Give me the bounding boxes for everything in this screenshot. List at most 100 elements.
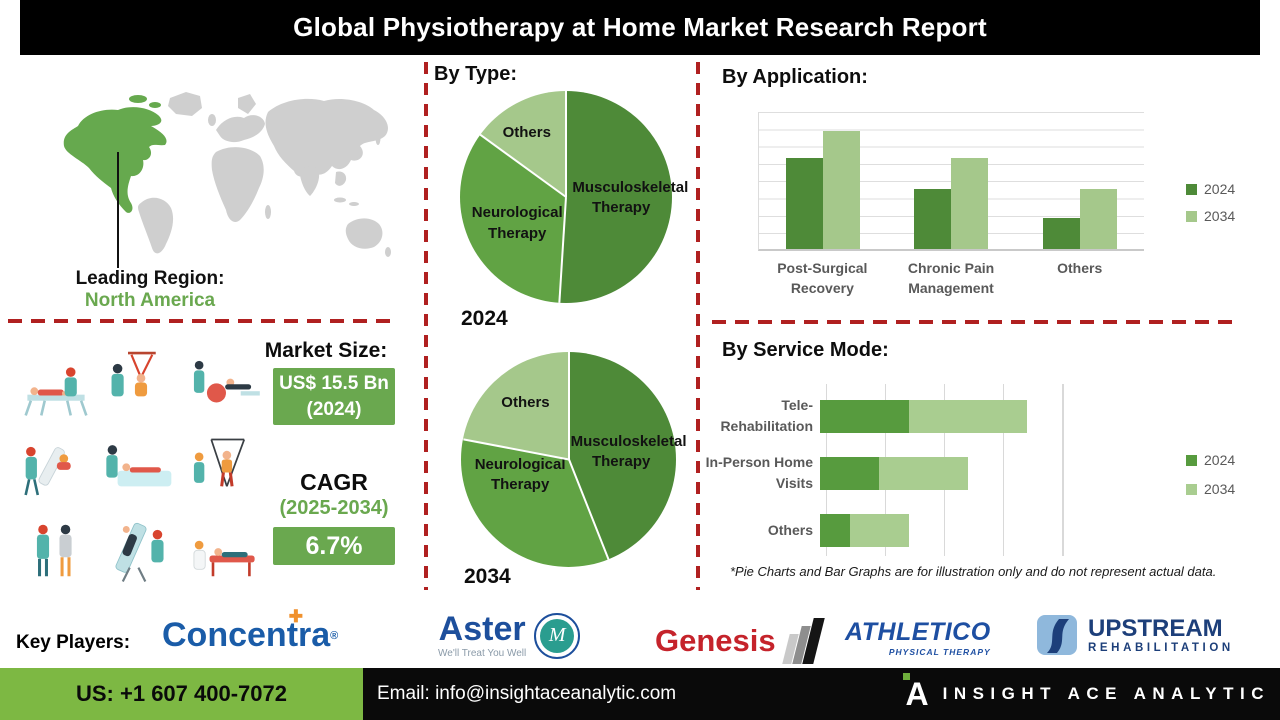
pie-chart-2024: Musculoskeletal Therapy Neurological The… xyxy=(460,91,689,303)
pie-slice-divider xyxy=(567,459,610,560)
logo-aster: Aster We'll Treat You Well M xyxy=(438,610,581,659)
service-mode-bar-chart: Tele-Rehabilitation In-Person Home Visits… xyxy=(700,384,1170,561)
pie1-label-neurological: Neurological Therapy xyxy=(471,204,563,242)
footer-phone-block: US: +1 607 400-7072 xyxy=(0,668,363,720)
application-category-labels: Post-Surgical Recovery Chronic Pain Manag… xyxy=(758,258,1144,299)
logo-concentra: Concen t ✚ ra ® xyxy=(162,607,339,655)
bar-2024 xyxy=(786,158,824,249)
bar-2024 xyxy=(914,189,952,249)
upstream-sub: REHABILITATION xyxy=(1088,642,1234,655)
legend-label-2024: 2024 xyxy=(1204,181,1236,197)
athletico-name: ATHLETICO xyxy=(845,618,991,646)
pie2-label-neurological: Neurological Therapy xyxy=(474,456,566,494)
by-service-mode-heading: By Service Mode: xyxy=(722,339,889,361)
aster-monogram: M xyxy=(540,618,575,653)
cagr-value-box: 6.7% xyxy=(273,527,395,565)
bar-2034 xyxy=(951,158,989,249)
segment-2034 xyxy=(879,456,968,490)
cagr-period: (2025-2034) xyxy=(279,497,389,519)
market-size-year: (2024) xyxy=(306,398,362,420)
aster-badge-icon: M xyxy=(534,612,581,659)
pie-chart-2034: Musculoskeletal Therapy Neurological The… xyxy=(461,352,687,567)
pie1-year-label: 2024 xyxy=(461,307,508,330)
legend-label-svc-2024: 2024 xyxy=(1204,452,1236,468)
service-legend-2024: 2024 xyxy=(1186,452,1235,468)
map-pointer-line xyxy=(117,152,119,268)
dashed-divider-vertical-left xyxy=(424,62,428,590)
illustration-leg-stretch xyxy=(16,429,97,508)
bar-2024 xyxy=(1042,218,1080,249)
legend-swatch-svc-2024 xyxy=(1186,454,1197,466)
service-mode-category-label: In-Person Home Visits xyxy=(705,454,813,491)
concentra-text-1: Concen xyxy=(162,616,287,654)
legend-label-2034: 2034 xyxy=(1204,208,1236,224)
illustration-suspension-straps xyxy=(101,346,182,425)
application-bar-group xyxy=(1016,112,1144,249)
service-mode-stacked-bar xyxy=(820,513,909,547)
pie2-label-musculoskeletal: Musculoskeletal Therapy xyxy=(570,432,687,470)
service-mode-row: Others xyxy=(700,504,1170,556)
genesis-bars-icon xyxy=(781,618,825,664)
market-size-value: US$ 15.5 Bn xyxy=(279,372,389,394)
application-bar-group xyxy=(887,112,1015,249)
legend-swatch-2034 xyxy=(1186,210,1197,222)
upstream-name: UPSTREAM xyxy=(1088,614,1223,642)
world-map-svg xyxy=(63,92,391,257)
concentra-t: t ✚ xyxy=(286,607,303,654)
illustration-recliner-rest xyxy=(185,513,266,592)
application-legend-2024: 2024 xyxy=(1186,181,1235,197)
aster-tagline: We'll Treat You Well xyxy=(438,648,527,659)
service-mode-row: In-Person Home Visits xyxy=(700,447,1170,499)
segment-2024 xyxy=(820,399,909,433)
pie1-label-others: Others xyxy=(502,123,551,141)
application-category-label: Post-Surgical Recovery xyxy=(777,260,868,297)
service-mode-rows: Tele-Rehabilitation In-Person Home Visits… xyxy=(700,390,1170,556)
service-mode-category-label: Others xyxy=(767,521,813,538)
pie2-year-label: 2034 xyxy=(464,565,511,588)
segment-2024 xyxy=(820,513,850,547)
application-category-label: Others xyxy=(1057,260,1103,276)
brand-name: INSIGHT ACE ANALYTIC xyxy=(942,684,1270,703)
leading-region-value: North America xyxy=(84,290,216,311)
illustration-standing-assessment xyxy=(16,513,97,592)
aster-name: Aster xyxy=(438,610,526,648)
service-mode-category-label: Tele-Rehabilitation xyxy=(720,397,813,434)
cagr-value: 6.7% xyxy=(305,531,363,560)
concentra-plus-icon: ✚ xyxy=(288,607,303,626)
pie1-label-musculoskeletal: Musculoskeletal Therapy xyxy=(572,178,689,217)
bar-2034 xyxy=(823,130,861,249)
bar-2034 xyxy=(1079,189,1117,249)
athletico-sub: PHYSICAL THERAPY xyxy=(888,647,991,657)
market-size-label: Market Size: xyxy=(264,339,388,362)
logo-upstream: UPSTREAM REHABILITATION xyxy=(1035,613,1234,657)
registered-mark-icon: ® xyxy=(330,629,339,642)
upstream-wave-icon xyxy=(1037,615,1077,655)
page-title: Global Physiotherapy at Home Market Rese… xyxy=(293,12,987,42)
segment-2034 xyxy=(849,513,909,547)
service-mode-stacked-bar xyxy=(820,456,968,490)
illustration-tilt-table xyxy=(101,513,182,592)
physiotherapy-illustrations xyxy=(16,346,266,592)
by-application-heading: By Application: xyxy=(722,66,868,88)
dashed-divider-vertical-right xyxy=(696,62,700,590)
segment-2024 xyxy=(820,456,879,490)
illustration-harness-frame xyxy=(185,429,266,508)
title-bar: Global Physiotherapy at Home Market Rese… xyxy=(20,0,1260,55)
illustration-ball-exercise xyxy=(185,346,266,425)
application-bar-chart xyxy=(758,112,1144,251)
leading-region-label: Leading Region: xyxy=(75,268,225,289)
pie-slice-divider xyxy=(567,352,570,460)
logo-athletico: ATHLETICO PHYSICAL THERAPY xyxy=(845,618,991,657)
application-bar-group xyxy=(759,112,887,249)
market-size-value-box: US$ 15.5 Bn (2024) xyxy=(273,368,395,425)
illustration-massage-table xyxy=(16,346,97,425)
application-category-label: Chronic Pain Management xyxy=(907,260,995,297)
pie-slice-divider xyxy=(565,91,567,197)
key-players-label: Key Players: xyxy=(16,632,131,653)
by-type-heading: By Type: xyxy=(434,63,517,85)
pie-slice-divider xyxy=(479,133,567,198)
cagr-label: CAGR xyxy=(300,469,368,495)
insight-ace-logo-icon: A xyxy=(903,673,929,710)
application-legend-2034: 2034 xyxy=(1186,208,1235,224)
world-map xyxy=(54,84,399,264)
